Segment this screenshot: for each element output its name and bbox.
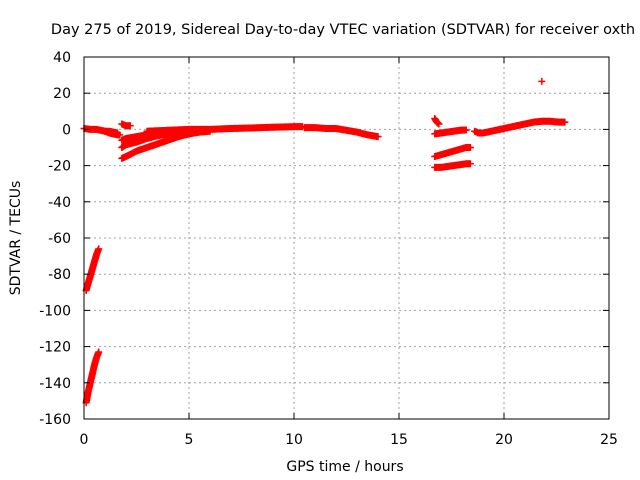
y-tick-label: -140 [39, 376, 71, 392]
data-point [126, 122, 134, 130]
y-axis-label: SDTVAR / TECUs [8, 181, 24, 296]
x-tick-label: 15 [390, 432, 408, 448]
data-point [466, 160, 474, 168]
data-point [561, 118, 569, 126]
axis-ticks: 0 5 10 15 20 25 -160 -140 -120 -100 -80 -60 -40 -20 0 2… [39, 50, 618, 448]
data-point [466, 144, 474, 151]
y-tick-label: -160 [39, 412, 71, 428]
x-tick-label: 0 [80, 432, 89, 448]
y-tick-label: 0 [62, 122, 71, 138]
y-tick-label: -60 [48, 231, 71, 247]
y-tick-label: -20 [48, 159, 71, 175]
x-tick-label: 20 [495, 432, 513, 448]
data-point [374, 133, 382, 141]
data-points [80, 77, 569, 407]
x-tick-label: 10 [285, 432, 303, 448]
data-point [462, 126, 470, 134]
y-tick-label: -100 [39, 303, 71, 319]
y-tick-label: -80 [48, 267, 71, 283]
data-point [116, 131, 124, 139]
grid-lines [84, 57, 609, 419]
x-tick-label: 25 [600, 432, 618, 448]
chart-title: Day 275 of 2019, Sidereal Day-to-day VTE… [51, 22, 635, 38]
y-tick-label: -40 [48, 195, 71, 211]
data-point [95, 245, 103, 253]
data-point [95, 348, 103, 356]
y-tick-label: 40 [53, 50, 71, 66]
data-point [538, 77, 546, 85]
y-tick-label: 20 [53, 86, 71, 102]
y-tick-label: -120 [39, 340, 71, 356]
data-point [435, 120, 443, 128]
x-axis-label: GPS time / hours [286, 459, 403, 475]
x-tick-label: 5 [185, 432, 194, 448]
